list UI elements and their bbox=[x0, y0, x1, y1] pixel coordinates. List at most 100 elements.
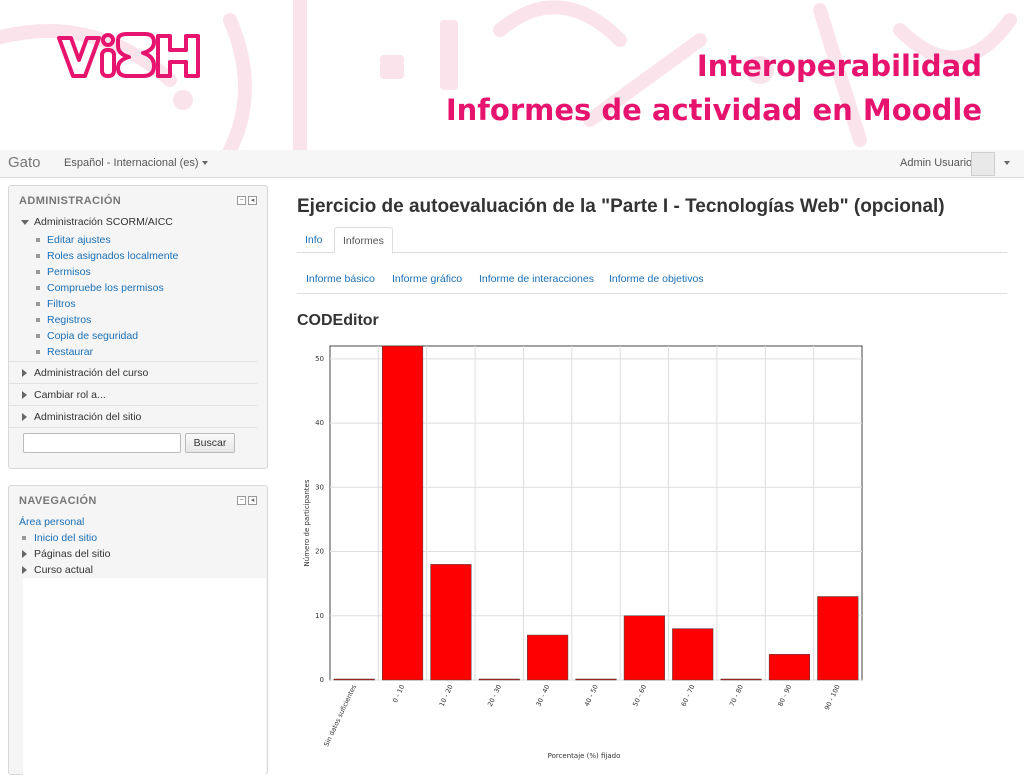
report-subtabs: Informe básico Informe gráfico Informe d… bbox=[297, 269, 1007, 294]
user-menu-chevron-down-icon[interactable] bbox=[1004, 161, 1010, 165]
collapsed-triangle-icon bbox=[22, 550, 27, 558]
sidebar-item-edit-settings[interactable]: Editar ajustes bbox=[9, 232, 267, 248]
bullet-icon bbox=[36, 270, 40, 274]
user-avatar[interactable] bbox=[971, 152, 995, 176]
bullet-icon bbox=[36, 254, 40, 258]
bullet-icon bbox=[36, 302, 40, 306]
x-axis-ticks: Sin datos suficientes 0 - 10 10 - 20 20 - 3… bbox=[322, 683, 841, 748]
bar bbox=[720, 678, 762, 681]
page-title: Ejercicio de autoevaluación de la "Parte… bbox=[297, 196, 945, 217]
x-tick-label: 30 - 40 bbox=[534, 683, 551, 707]
x-tick-label: 70 - 80 bbox=[728, 683, 745, 707]
scorm-admin-label: Administración SCORM/AICC bbox=[34, 216, 173, 228]
tab-reports[interactable]: Informes bbox=[334, 227, 393, 254]
sidebar-item-local-roles[interactable]: Roles asignados localmente bbox=[9, 248, 267, 264]
background-watermark bbox=[0, 0, 1017, 150]
bar bbox=[333, 678, 375, 681]
slide-title-line1: Interoperabilidad bbox=[696, 49, 982, 83]
subtab-objectives-report[interactable]: Informe de objetivos bbox=[609, 273, 704, 285]
subtab-interactions-report[interactable]: Informe de interacciones bbox=[479, 273, 594, 285]
section-heading: CODEditor bbox=[297, 312, 379, 329]
nav-site-home[interactable]: Inicio del sitio bbox=[9, 530, 267, 546]
nav-site-pages[interactable]: Páginas del sitio bbox=[9, 546, 267, 562]
y-tick-label: 50 bbox=[315, 355, 324, 363]
collapsed-triangle-icon bbox=[22, 566, 27, 574]
x-tick-label: Sin datos suficientes bbox=[322, 683, 358, 748]
bullet-icon bbox=[36, 286, 40, 290]
dock-icon[interactable]: ◂ bbox=[248, 496, 257, 505]
subtab-graph-report[interactable]: Informe gráfico bbox=[392, 273, 463, 285]
administration-block: ADMINISTRACIÓN − ◂ Administración SCORM/… bbox=[8, 185, 268, 469]
bar bbox=[575, 678, 617, 681]
nav-personal-area[interactable]: Área personal bbox=[19, 516, 85, 528]
admin-tree: Administración SCORM/AICC Editar ajustes… bbox=[9, 214, 267, 428]
chevron-down-icon bbox=[201, 161, 208, 166]
slide-header: Interoperabilidad Informes de actividad … bbox=[0, 0, 1024, 150]
x-axis-label: Porcentaje (%) fijado bbox=[548, 752, 621, 760]
x-tick-label: 10 - 20 bbox=[438, 683, 455, 707]
node-label: Cambiar rol a... bbox=[34, 389, 106, 401]
tab-info[interactable]: Info bbox=[305, 234, 323, 246]
admin-search-input[interactable] bbox=[23, 433, 181, 453]
sidebar-item-check-permissions[interactable]: Compruebe los permisos bbox=[9, 280, 267, 296]
course-admin-node[interactable]: Administración del curso bbox=[9, 362, 257, 384]
x-tick-label: 20 - 30 bbox=[486, 683, 503, 707]
x-tick-label: 60 - 70 bbox=[680, 683, 697, 707]
bullet-icon bbox=[36, 238, 40, 242]
collapsed-triangle-icon bbox=[22, 391, 27, 399]
language-menu[interactable]: Español - Internacional (es) bbox=[64, 157, 208, 169]
user-menu-name[interactable]: Admin Usuario bbox=[900, 157, 973, 169]
language-label: Español - Internacional (es) bbox=[64, 157, 199, 169]
bar bbox=[430, 564, 472, 681]
vish-logo bbox=[57, 32, 200, 78]
slide-title: Interoperabilidad Informes de actividad … bbox=[446, 44, 982, 132]
bullet-icon bbox=[36, 334, 40, 338]
y-axis-label: Número de participantes bbox=[303, 479, 311, 566]
switch-role-node[interactable]: Cambiar rol a... bbox=[9, 384, 257, 406]
nav-current-course[interactable]: Curso actual bbox=[9, 562, 267, 578]
x-tick-label: 0 - 10 bbox=[391, 683, 406, 704]
x-tick-label: 50 - 60 bbox=[631, 683, 648, 707]
y-tick-label: 40 bbox=[315, 419, 324, 427]
sidebar-item-permissions[interactable]: Permisos bbox=[9, 264, 267, 280]
item-label: Compruebe los permisos bbox=[47, 282, 164, 294]
expanded-triangle-icon bbox=[21, 220, 29, 225]
slide-title-line2: Informes de actividad en Moodle bbox=[445, 93, 982, 127]
block-header: NAVEGACIÓN − ◂ bbox=[9, 486, 267, 514]
bar bbox=[527, 634, 569, 681]
collapse-icon[interactable]: − bbox=[237, 496, 246, 505]
item-label: Editar ajustes bbox=[47, 234, 111, 246]
y-axis-ticks: 0 10 20 30 40 50 bbox=[315, 355, 324, 684]
navigation-block: NAVEGACIÓN − ◂ Área personal Inicio del … bbox=[8, 485, 268, 778]
item-label: Curso actual bbox=[34, 564, 93, 576]
subtab-basic-report[interactable]: Informe básico bbox=[306, 273, 375, 285]
x-tick-label: 40 - 50 bbox=[583, 683, 600, 707]
dock-icon[interactable]: ◂ bbox=[248, 196, 257, 205]
node-label: Administración del curso bbox=[34, 367, 149, 379]
sidebar-item-restore[interactable]: Restaurar bbox=[9, 344, 257, 362]
bar bbox=[381, 345, 424, 681]
moodle-navbar: Gato Español - Internacional (es) Admin … bbox=[0, 150, 1024, 178]
sidebar-item-logs[interactable]: Registros bbox=[9, 312, 267, 328]
collapsed-triangle-icon bbox=[22, 369, 27, 377]
bar bbox=[478, 678, 520, 681]
collapsed-triangle-icon bbox=[22, 413, 27, 421]
bar bbox=[672, 628, 714, 681]
y-tick-label: 20 bbox=[315, 548, 324, 556]
sidebar-item-filters[interactable]: Filtros bbox=[9, 296, 267, 312]
x-tick-label: 90 - 100 bbox=[823, 683, 842, 711]
bar bbox=[817, 596, 859, 681]
y-tick-label: 0 bbox=[320, 676, 324, 684]
block-header: ADMINISTRACIÓN − ◂ bbox=[9, 186, 267, 214]
scorm-admin-node[interactable]: Administración SCORM/AICC bbox=[9, 214, 267, 232]
collapse-icon[interactable]: − bbox=[237, 196, 246, 205]
bar bbox=[768, 654, 811, 681]
sidebar-item-backup[interactable]: Copia de seguridad bbox=[9, 328, 267, 344]
item-label: Registros bbox=[47, 314, 92, 326]
site-admin-node[interactable]: Administración del sitio bbox=[9, 406, 257, 428]
search-button[interactable]: Buscar bbox=[185, 433, 235, 453]
node-label: Administración del sitio bbox=[34, 411, 142, 423]
block-title: NAVEGACIÓN bbox=[19, 495, 97, 507]
main-tabs: Info Informes bbox=[297, 227, 1007, 254]
site-brand[interactable]: Gato bbox=[8, 154, 41, 171]
